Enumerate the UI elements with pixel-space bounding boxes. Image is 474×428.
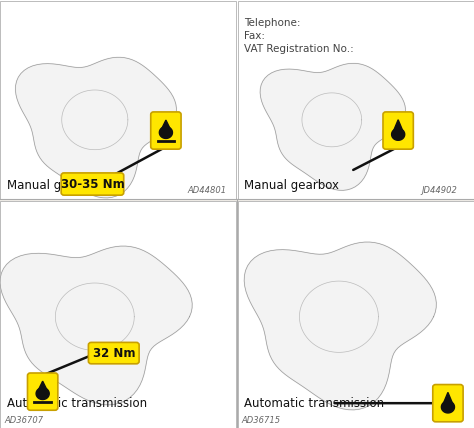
FancyBboxPatch shape xyxy=(151,112,181,149)
Polygon shape xyxy=(160,120,172,131)
Text: 30-35 Nm: 30-35 Nm xyxy=(61,178,124,190)
Text: 32 Nm: 32 Nm xyxy=(92,347,135,360)
FancyBboxPatch shape xyxy=(238,201,474,428)
Polygon shape xyxy=(0,246,192,405)
Text: AD36707: AD36707 xyxy=(5,416,44,425)
FancyBboxPatch shape xyxy=(0,0,474,199)
FancyBboxPatch shape xyxy=(433,384,463,422)
Text: Fax:: Fax: xyxy=(244,31,265,41)
Text: Automatic transmission: Automatic transmission xyxy=(7,397,147,410)
Polygon shape xyxy=(392,128,405,140)
Polygon shape xyxy=(441,401,455,413)
Polygon shape xyxy=(36,388,49,399)
Polygon shape xyxy=(442,392,454,406)
Text: AD36715: AD36715 xyxy=(242,416,281,425)
Polygon shape xyxy=(159,127,173,138)
Text: VAT Registration No.:: VAT Registration No.: xyxy=(244,44,354,54)
FancyBboxPatch shape xyxy=(27,373,58,410)
Text: AD44801: AD44801 xyxy=(187,186,227,195)
FancyBboxPatch shape xyxy=(238,1,474,199)
Text: Telephone:: Telephone: xyxy=(244,18,301,28)
FancyBboxPatch shape xyxy=(383,112,413,149)
FancyBboxPatch shape xyxy=(0,1,236,199)
Text: Manual gearbox: Manual gearbox xyxy=(244,179,339,192)
FancyBboxPatch shape xyxy=(61,173,124,195)
Polygon shape xyxy=(16,57,176,198)
FancyBboxPatch shape xyxy=(88,342,139,364)
Polygon shape xyxy=(244,242,436,410)
Polygon shape xyxy=(37,381,48,392)
Text: Automatic transmission: Automatic transmission xyxy=(244,397,384,410)
Polygon shape xyxy=(392,120,404,133)
Text: JD44902: JD44902 xyxy=(422,186,458,195)
Polygon shape xyxy=(260,63,406,190)
Text: Manual gearbox: Manual gearbox xyxy=(7,179,102,192)
FancyBboxPatch shape xyxy=(0,201,236,428)
